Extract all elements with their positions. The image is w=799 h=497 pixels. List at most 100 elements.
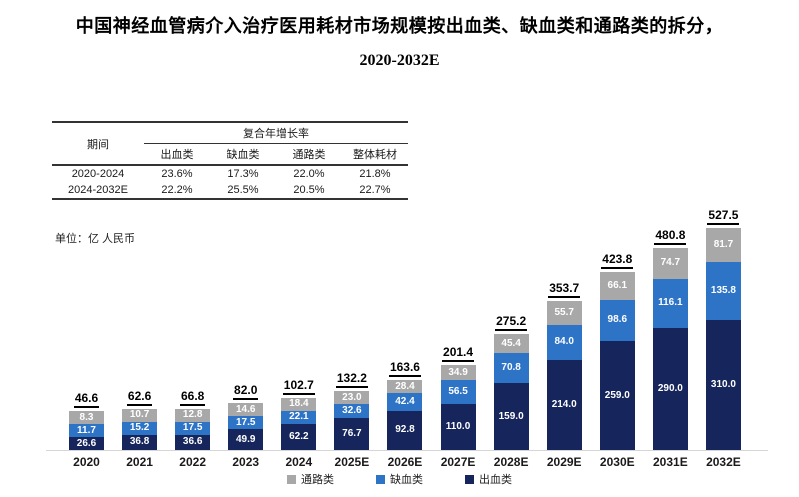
bar-total-label: 102.7 <box>282 378 315 395</box>
bar-2030E: 423.8 66.1 98.6 259.0 <box>591 252 644 450</box>
x-axis-line <box>46 450 768 451</box>
segment-access: 10.7 <box>122 408 158 422</box>
x-axis-label-2024: 2024 <box>285 455 313 469</box>
stacked-bar-chart: 46.6 8.3 11.7 26.6 62.6 10.7 15.2 36.8 66.8 12.8 1… <box>60 205 750 450</box>
legend-item-通路类: 通路类 <box>287 471 334 487</box>
segment-ischemic: 116.1 <box>652 279 688 328</box>
bar-total-label: 527.5 <box>707 208 740 225</box>
segment-access: 34.9 <box>440 365 476 380</box>
segment-ischemic: 17.5 <box>228 416 264 429</box>
cagr-table: 期间 复合年增长率 出血类 缺血类 通路类 整体耗材 2020-2024 23.… <box>52 121 408 200</box>
x-axis-labels: 2020 2021 2022 2023 2024 2025E 2026E 2027E 2028E… <box>60 455 750 469</box>
table-col-overall: 整体耗材 <box>342 143 408 166</box>
segment-access: 12.8 <box>175 408 211 422</box>
legend-swatch-icon <box>376 474 385 484</box>
bar-total-label: 423.8 <box>601 252 634 269</box>
bar-stack: 12.8 17.5 36.6 <box>175 408 211 450</box>
bar-stack: 23.0 32.6 76.7 <box>334 391 370 450</box>
bar-stack: 66.1 98.6 259.0 <box>599 271 635 450</box>
x-axis-label-2028E: 2028E <box>493 455 529 469</box>
table-cell-period: 2020-2024 <box>71 168 125 180</box>
bar-total-label: 66.8 <box>179 389 206 406</box>
segment-ischemic: 98.6 <box>599 299 635 341</box>
legend-label: 通路类 <box>301 474 334 486</box>
bar-total-label: 480.8 <box>654 228 687 245</box>
table-header-period: 期间 <box>52 122 144 166</box>
bar-2022: 66.8 12.8 17.5 36.6 <box>166 389 219 450</box>
bar-stack: 74.7 116.1 290.0 <box>652 247 688 450</box>
table-header-cagr: 复合年增长率 <box>144 122 408 144</box>
page-subtitle-years: 2020-2032E <box>359 52 440 69</box>
bar-2024: 102.7 18.4 22.1 62.2 <box>272 378 325 450</box>
segment-access: 14.6 <box>228 403 264 416</box>
table-cell-period: 2024-2032E <box>68 184 128 196</box>
bar-2032E: 527.5 81.7 135.8 310.0 <box>697 208 750 450</box>
table-cell-value: 23.6% <box>161 168 193 180</box>
legend-label: 缺血类 <box>390 474 423 486</box>
legend-swatch-icon <box>465 474 474 484</box>
segment-hemorrhagic: 159.0 <box>493 383 529 450</box>
bar-total-label: 353.7 <box>548 282 581 299</box>
bar-2031E: 480.8 74.7 116.1 290.0 <box>644 228 697 450</box>
segment-hemorrhagic: 62.2 <box>281 423 317 450</box>
table-row: 2020-2024 23.6% 17.3% 22.0% 21.8% <box>52 165 408 182</box>
x-axis-label-2022: 2022 <box>179 455 206 469</box>
segment-hemorrhagic: 36.6 <box>175 434 211 450</box>
segment-access: 81.7 <box>705 227 741 263</box>
x-axis-label-2021: 2021 <box>126 455 153 469</box>
segment-ischemic: 32.6 <box>334 404 370 418</box>
bar-2028E: 275.2 45.4 70.8 159.0 <box>485 315 538 450</box>
bar-2020: 46.6 8.3 11.7 26.6 <box>60 392 113 450</box>
bar-total-label: 82.0 <box>233 384 259 400</box>
x-axis-label-2031E: 2031E <box>653 455 688 469</box>
segment-access: 23.0 <box>334 391 370 405</box>
segment-access: 8.3 <box>69 411 104 424</box>
segment-ischemic: 15.2 <box>122 421 158 435</box>
x-axis-label-2026E: 2026E <box>387 455 423 469</box>
segment-hemorrhagic: 76.7 <box>334 417 370 450</box>
bar-total-label: 46.6 <box>73 392 100 408</box>
segment-ischemic: 56.5 <box>440 379 476 404</box>
table-header-row-1: 期间 复合年增长率 <box>52 122 408 166</box>
table-cell-value: 21.8% <box>359 168 391 180</box>
table-cell-value: 22.7% <box>359 184 391 196</box>
segment-ischemic: 135.8 <box>705 262 741 320</box>
segment-hemorrhagic: 214.0 <box>546 359 582 450</box>
bar-2025E: 132.2 23.0 32.6 76.7 <box>325 372 378 450</box>
bar-total-label: 201.4 <box>442 346 475 363</box>
bar-2027E: 201.4 34.9 56.5 110.0 <box>432 346 485 450</box>
bar-total-label: 132.2 <box>335 372 368 389</box>
segment-ischemic: 42.4 <box>387 393 423 411</box>
segment-hemorrhagic: 110.0 <box>440 403 476 450</box>
bar-stack: 10.7 15.2 36.8 <box>122 408 158 450</box>
segment-access: 66.1 <box>599 271 635 300</box>
table-col-access: 通路类 <box>276 143 342 166</box>
bar-stack: 18.4 22.1 62.2 <box>281 397 317 450</box>
segment-hemorrhagic: 92.8 <box>387 410 423 450</box>
bar-stack: 34.9 56.5 110.0 <box>440 365 476 450</box>
segment-access: 45.4 <box>493 334 529 354</box>
table-row: 2024-2032E 22.2% 25.5% 20.5% 22.7% <box>52 182 408 199</box>
bar-stack: 28.4 42.4 92.8 <box>387 380 423 450</box>
unit-label: 单位：亿 人民币 <box>55 233 136 245</box>
x-axis-label-2025E: 2025E <box>334 455 370 469</box>
segment-ischemic: 17.5 <box>175 421 211 435</box>
table-cell-value: 20.5% <box>293 184 325 196</box>
page-title: 中国神经血管病介入治疗医用耗材市场规模按出血类、缺血类和通路类的拆分， <box>75 16 724 36</box>
bar-2023: 82.0 14.6 17.5 49.9 <box>219 384 272 450</box>
table-col-ischemic: 缺血类 <box>210 143 276 166</box>
segment-hemorrhagic: 259.0 <box>599 341 635 450</box>
segment-access: 55.7 <box>546 301 582 325</box>
legend-item-缺血类: 缺血类 <box>376 471 423 487</box>
segment-ischemic: 22.1 <box>281 410 317 424</box>
x-axis-label-2023: 2023 <box>232 455 260 469</box>
x-axis-label-2029E: 2029E <box>546 455 582 469</box>
table-header-row-2: 出血类 缺血类 通路类 整体耗材 <box>52 143 408 166</box>
bar-stack: 8.3 11.7 26.6 <box>69 411 104 450</box>
bar-2029E: 353.7 55.7 84.0 214.0 <box>538 282 591 450</box>
bar-stack: 14.6 17.5 49.9 <box>228 403 264 450</box>
segment-ischemic: 70.8 <box>493 353 529 384</box>
table-col-hemorrhagic: 出血类 <box>144 143 210 166</box>
segment-hemorrhagic: 49.9 <box>228 429 264 450</box>
table-cell-value: 25.5% <box>227 184 259 196</box>
